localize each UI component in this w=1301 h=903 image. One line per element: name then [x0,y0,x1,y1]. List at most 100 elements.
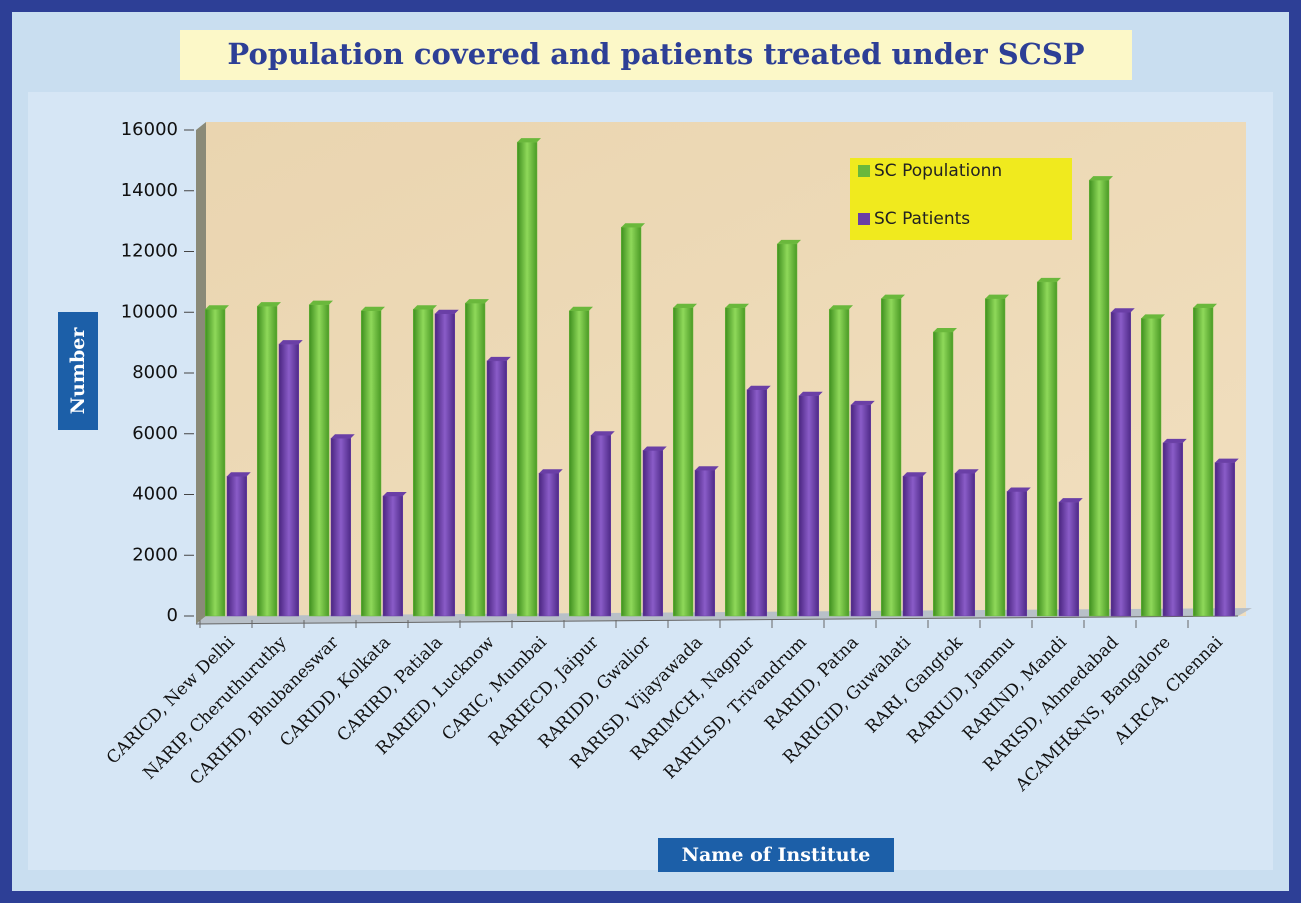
bar [1036,281,1058,617]
bar [694,469,716,617]
bar-top [903,472,927,477]
bar-top [361,306,385,311]
bar [278,343,300,617]
y-tick-label: 16000 [121,119,178,140]
bar [1214,462,1236,617]
bar-top [413,305,437,310]
bar-top [383,492,407,497]
legend-label: SC Populationn [874,161,1002,181]
bar-top [1193,303,1217,308]
title-box [180,30,1132,80]
bar [642,450,664,617]
bar-top [1037,277,1061,282]
bar [590,435,612,617]
bar-top [985,294,1009,299]
bar-top [747,385,771,390]
y-axis-title: Number [67,327,89,415]
y-tick-label: 2000 [132,544,178,565]
bar [1088,179,1110,617]
bar-top [799,391,823,396]
bar [382,495,404,617]
bar [226,476,248,617]
chart-title: Population covered and patients treated … [227,37,1084,71]
bar-top [673,303,697,308]
bar-top [643,446,667,451]
y-tick-label: 4000 [132,484,178,505]
bar [204,308,226,617]
bar-top [487,356,511,361]
x-title-box [658,838,894,872]
bar-top [1215,458,1239,463]
bar [1058,501,1080,617]
bar-top [1111,308,1135,313]
bar [1192,307,1214,617]
bar-top [881,294,905,299]
bar-top [517,138,541,143]
bar-top [465,299,489,304]
bar [1162,442,1184,617]
bar [798,395,820,617]
bar-top [1059,498,1083,503]
bar-top [955,469,979,474]
legend-swatch [858,165,870,177]
bar-top [257,302,281,307]
bar-top [1163,438,1187,443]
bar [434,313,456,617]
bar [672,307,694,617]
bar [412,308,434,617]
bar-top [309,300,333,305]
bar-top [621,223,645,228]
y-tick-label: 0 [167,605,178,626]
y-tick-label: 6000 [132,423,178,444]
bar-top [331,434,355,439]
bar-top [279,340,303,345]
bar-top [695,466,719,471]
bar-top [777,239,801,244]
bar-top [933,327,957,332]
bar [1006,491,1028,617]
legend-box [850,158,1072,240]
bar [538,472,560,617]
y-tick-label: 10000 [121,301,178,322]
legend-label: SC Patients [874,209,970,229]
bar [516,141,538,617]
y-title-box [58,312,98,430]
bar [620,226,642,617]
bar-top [539,469,563,474]
bar [1140,318,1162,617]
bar-top [435,309,459,314]
bar [724,307,746,617]
y-tick-label: 14000 [121,180,178,201]
bar-top [829,305,853,310]
bar [256,305,278,617]
bar [902,476,924,617]
x-axis-title: Name of Institute [682,844,871,866]
bar-top [569,306,593,311]
bar [880,298,902,617]
x-axis [195,615,1239,625]
bar [746,389,768,617]
bar [568,310,590,617]
bar [984,298,1006,617]
bar-top [227,472,251,477]
bar [360,310,382,617]
bar [932,331,954,617]
bar-top [205,305,229,310]
bar [486,360,508,617]
bar [850,404,872,617]
bar [954,472,976,617]
bar-top [1007,487,1031,492]
bar-top [1141,314,1165,319]
bar-top [851,400,875,405]
bar [308,304,330,617]
bar-top [591,431,615,436]
bar [1110,312,1132,617]
bar-top [1089,176,1113,181]
y-tick-label: 8000 [132,362,178,383]
back-wall [196,122,206,624]
bar [776,243,798,617]
y-tick-label: 12000 [121,241,178,262]
legend-swatch [858,213,870,225]
bar [464,302,486,617]
